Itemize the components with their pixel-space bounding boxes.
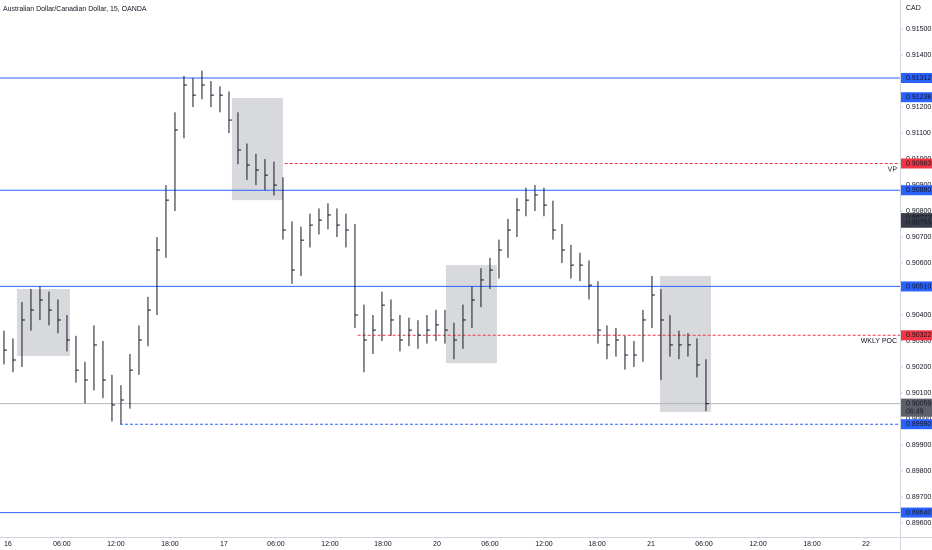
- x-tick-label: 12:00: [321, 541, 339, 548]
- price-label: 0.89640: [906, 509, 931, 516]
- level-name: WKLY POC: [861, 338, 897, 345]
- x-tick-label: 18:00: [161, 541, 179, 548]
- y-tick-label: 0.89800: [906, 468, 931, 475]
- price-label: 0.90755: [906, 220, 931, 227]
- price-label: 0.90322: [906, 332, 931, 339]
- x-tick-label: 12:00: [535, 541, 553, 548]
- price-label: 0.91238: [906, 94, 931, 101]
- y-tick-label: 0.90400: [906, 312, 931, 319]
- x-tick-label: 18:00: [588, 541, 606, 548]
- y-tick-label: 0.89600: [906, 520, 931, 527]
- x-tick-label: 18:00: [803, 541, 821, 548]
- zones: [16, 97, 711, 412]
- x-tick-label: 06:00: [481, 541, 499, 548]
- zone: [16, 289, 70, 357]
- x-tick-label: 22: [862, 541, 870, 548]
- price-label-box: [901, 281, 932, 292]
- y-tick-label: 0.90700: [906, 234, 931, 241]
- y-tick-label: 0.91500: [906, 26, 931, 33]
- x-tick-label: 06:00: [53, 541, 71, 548]
- y-tick-label: 0.91200: [906, 104, 931, 111]
- price-label: 0.90983: [906, 160, 931, 167]
- price-labels: 0.91312 0.90983 0.90880 0.90510 0.90322 0.899…: [901, 72, 932, 518]
- x-tick-label: 21: [647, 541, 655, 548]
- x-tick-label: 06:00: [695, 541, 713, 548]
- price-label: 0.91312: [906, 75, 931, 82]
- countdown: 06:49: [906, 409, 924, 416]
- levels: VP WKLY POC: [0, 77, 900, 514]
- bars: [3, 70, 709, 425]
- x-tick-label: 16: [4, 541, 12, 548]
- price-label-box: [901, 507, 932, 518]
- x-tick-label: 20: [433, 541, 441, 548]
- x-tick-label: 06:00: [267, 541, 285, 548]
- price-label-box: [901, 72, 932, 83]
- x-tick-label: 12:00: [749, 541, 767, 548]
- price-label-box: [901, 398, 932, 417]
- y-tick-label: 0.89700: [906, 494, 931, 501]
- zone: [659, 276, 711, 412]
- y-tick-label: 0.90100: [906, 390, 931, 397]
- price-label: 0.90880: [906, 187, 931, 194]
- y-tick-label: 0.90800: [906, 208, 931, 215]
- y-tick-label: 0.90600: [906, 260, 931, 267]
- level-name: VP: [888, 166, 898, 173]
- x-tick-label: 18:00: [374, 541, 392, 548]
- price-label: 0.90059: [906, 401, 931, 408]
- price-label: 0.89980: [906, 421, 931, 428]
- x-tick-label: 12:00: [107, 541, 125, 548]
- y-tick-label: 0.91400: [906, 52, 931, 59]
- price-label-box: [901, 158, 932, 169]
- y-tick-label: 0.89900: [906, 442, 931, 449]
- price-label-box: [901, 92, 932, 103]
- y-tick-label: 0.90200: [906, 364, 931, 371]
- price-label: 0.90510: [906, 283, 931, 290]
- price-label-box: [901, 217, 932, 228]
- price-label-box: [901, 419, 932, 430]
- price-label-box: [901, 330, 932, 341]
- x-tick-label: 17: [220, 541, 228, 548]
- price-unit: CAD: [906, 5, 921, 12]
- y-tick-label: 0.90300: [906, 338, 931, 345]
- chart-title: Australian Dollar/Canadian Dollar, 15, O…: [3, 6, 147, 13]
- y-tick-label: 0.91100: [906, 130, 931, 137]
- price-label-box: [901, 185, 932, 196]
